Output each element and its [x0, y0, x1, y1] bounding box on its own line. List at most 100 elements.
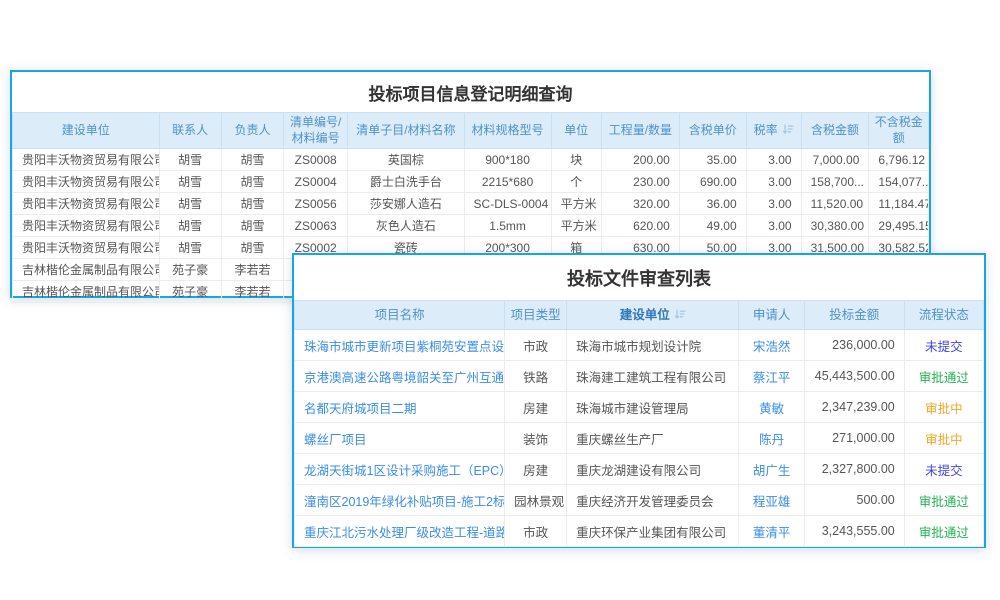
- cell: 3.00: [745, 214, 802, 238]
- cell: 未提交: [903, 453, 985, 485]
- cell: 3.00: [745, 170, 802, 194]
- project-link[interactable]: 龙湖天街城1区设计采购施工（EPC）...: [304, 463, 505, 478]
- column-header-1[interactable]: 项目类型: [504, 300, 568, 330]
- cell: 11,184.47: [868, 192, 929, 216]
- cell: 吉林楷伦金属制品有限公司: [12, 258, 160, 282]
- cell: 园林景观: [504, 484, 568, 516]
- column-header-2[interactable]: 建设单位: [566, 300, 740, 330]
- cell: 6,796.12: [868, 148, 929, 172]
- table-row: 重庆江北污水处理厂级改造工程-道路... 市政 重庆环保产业集团有限公司 董清平 3,2…: [293, 515, 985, 547]
- cell: ZS0004: [283, 170, 349, 194]
- column-label: 负责人: [234, 122, 271, 137]
- cell: SC-DLS-0004: [463, 192, 552, 216]
- status-badge: 审批中: [925, 432, 963, 447]
- status-badge: 未提交: [925, 339, 963, 354]
- column-label: 清单编号/材料编号: [289, 115, 342, 145]
- cell: 珠海建工建筑工程有限公司: [566, 360, 740, 392]
- cell: 30,380.00: [800, 214, 870, 238]
- table-row: 贵阳丰沃物资贸易有限公司 胡雪 胡雪 ZS0004 爵士白洗手台 2215*680 个 230…: [12, 170, 929, 194]
- cell: 35.00: [678, 148, 747, 172]
- cell: 2,347,239.00: [803, 391, 905, 423]
- cell: 重庆龙湖建设有限公司: [566, 453, 740, 485]
- cell: 灰色人造石: [347, 214, 465, 238]
- detail-table: 建设单位 联系人 负责人 清单编号/材料编号 清单子目/材料名称 材料规格型号 单位 工程量/…: [12, 111, 929, 304]
- cell: 胡雪: [220, 236, 285, 260]
- column-header-1[interactable]: 联系人: [158, 111, 222, 150]
- column-header-3[interactable]: 申请人: [738, 300, 805, 330]
- cell: ZS0056: [283, 192, 349, 216]
- cell: 158,700...: [800, 170, 870, 194]
- column-header-5[interactable]: 流程状态: [903, 300, 985, 330]
- cell: 胡雪: [158, 170, 222, 194]
- table-row: 螺丝厂项目 装饰 重庆螺丝生产厂 陈丹 271,000.00 审批中: [293, 422, 985, 454]
- project-link[interactable]: 珠海市城市更新项目紫桐苑安置点设计...: [304, 339, 505, 354]
- cell: 贵阳丰沃物资贸易有限公司: [12, 192, 160, 216]
- applicant-link[interactable]: 董清平: [752, 525, 791, 540]
- column-header-5[interactable]: 材料规格型号: [463, 111, 552, 150]
- applicant-link[interactable]: 程亚雄: [752, 494, 791, 509]
- table-row: 名都天府城项目二期 房建 珠海城市建设管理局 黄敏 2,347,239.00 审批中: [293, 391, 985, 423]
- cell: 珠海城市建设管理局: [566, 391, 740, 423]
- column-header-0[interactable]: 建设单位: [12, 111, 160, 150]
- column-header-0[interactable]: 项目名称: [293, 300, 506, 330]
- column-label: 项目名称: [374, 307, 425, 322]
- cell: 胡雪: [220, 170, 285, 194]
- project-link[interactable]: 重庆江北污水处理厂级改造工程-道路...: [304, 525, 505, 540]
- table-row: 潼南区2019年绿化补贴项目-施工2标段 园林景观 重庆经济开发管理委员会 程亚雄 50…: [293, 484, 985, 516]
- cell: 名都天府城项目二期: [293, 391, 506, 423]
- column-header-10[interactable]: 含税金额: [800, 111, 870, 150]
- cell: 贵阳丰沃物资贸易有限公司: [12, 148, 160, 172]
- column-header-4[interactable]: 投标金额: [803, 300, 905, 330]
- project-link[interactable]: 京港澳高速公路粤境韶关至广州互通路...: [304, 370, 505, 385]
- applicant-link[interactable]: 黄敏: [759, 401, 785, 416]
- cell: 平方米: [550, 214, 602, 238]
- cell: 200.00: [600, 148, 680, 172]
- project-link[interactable]: 潼南区2019年绿化补贴项目-施工2标段: [304, 494, 505, 509]
- status-badge: 审批中: [925, 401, 963, 416]
- column-label: 流程状态: [918, 307, 969, 322]
- cell: 块: [550, 148, 602, 172]
- cell: 3,243,555.00: [803, 515, 905, 547]
- column-label: 联系人: [172, 122, 209, 137]
- review-panel-title: 投标文件审查列表: [567, 269, 711, 289]
- header-row: 项目名称 项目类型 建设单位 申请人 投标金额 流程状态: [293, 300, 985, 330]
- detail-panel-title: 投标项目信息登记明细查询: [368, 85, 573, 104]
- cell: 京港澳高速公路粤境韶关至广州互通路...: [293, 360, 506, 392]
- applicant-link[interactable]: 蔡江平: [752, 370, 791, 385]
- column-header-3[interactable]: 清单编号/材料编号: [283, 111, 349, 150]
- cell: 49.00: [678, 214, 747, 238]
- cell: 铁路: [504, 360, 568, 392]
- applicant-link[interactable]: 陈丹: [759, 432, 785, 447]
- cell: 胡雪: [220, 192, 285, 216]
- cell: 胡雪: [158, 148, 222, 172]
- cell: 500.00: [803, 484, 905, 516]
- cell: 蔡江平: [738, 360, 805, 392]
- cell: 龙湖天街城1区设计采购施工（EPC）...: [293, 453, 506, 485]
- column-header-6[interactable]: 单位: [550, 111, 602, 150]
- cell: 房建: [504, 391, 568, 423]
- cell: 市政: [504, 329, 568, 361]
- column-header-7[interactable]: 工程量/数量: [600, 111, 680, 150]
- status-badge: 审批通过: [918, 525, 969, 540]
- project-link[interactable]: 名都天府城项目二期: [304, 401, 417, 416]
- project-link[interactable]: 螺丝厂项目: [304, 432, 367, 447]
- review-table: 项目名称 项目类型 建设单位 申请人 投标金额 流程状态 珠海市城市更新项目紫桐苑安置点设…: [293, 300, 985, 547]
- cell: 李若若: [220, 258, 285, 282]
- applicant-link[interactable]: 胡广生: [752, 463, 791, 478]
- column-header-4[interactable]: 清单子目/材料名称: [347, 111, 465, 150]
- column-label: 项目类型: [510, 307, 561, 322]
- cell: 重庆螺丝生产厂: [566, 422, 740, 454]
- cell: 李若若: [220, 280, 285, 304]
- column-header-8[interactable]: 含税单价: [678, 111, 747, 150]
- column-label: 清单子目/材料名称: [356, 122, 456, 137]
- column-header-11[interactable]: 不含税金额: [868, 111, 929, 150]
- column-header-9[interactable]: 税率: [745, 111, 802, 150]
- cell: 154,077....: [868, 170, 929, 194]
- column-label: 建设单位: [619, 307, 670, 322]
- cell: 审批通过: [903, 515, 985, 547]
- column-header-2[interactable]: 负责人: [220, 111, 285, 150]
- cell: 审批中: [903, 422, 985, 454]
- applicant-link[interactable]: 宋浩然: [752, 339, 791, 354]
- column-label: 税率: [753, 122, 778, 137]
- cell: 黄敏: [738, 391, 805, 423]
